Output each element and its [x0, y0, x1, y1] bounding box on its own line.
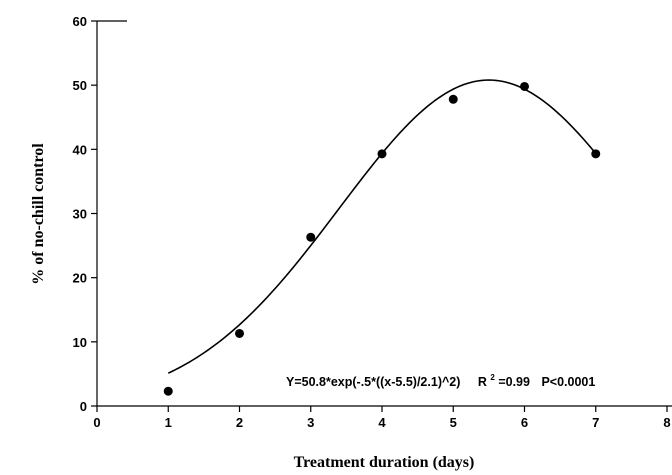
- y-tick-label: 0: [80, 399, 87, 414]
- x-tick-label: 7: [592, 415, 599, 430]
- r-squared-prefix: R: [478, 375, 487, 389]
- data-point: [235, 328, 244, 338]
- data-point: [591, 149, 601, 159]
- y-tick-label: 60: [73, 14, 87, 29]
- y-tick-label: 50: [73, 78, 87, 93]
- y-axis: 0 10 20 30 40 50 60: [73, 14, 127, 414]
- y-tick-label: 10: [73, 335, 87, 350]
- x-tick-label: 4: [378, 415, 386, 430]
- x-axis-title: Treatment duration (days): [294, 454, 475, 471]
- fit-equation: Y=50.8*exp(-.5*((x-5.5)/2.1)^2): [286, 375, 460, 389]
- y-tick-label: 40: [73, 142, 87, 157]
- fit-curve: [167, 79, 597, 374]
- x-tick-label: 6: [521, 415, 528, 430]
- r-squared-value: =0.99: [498, 375, 530, 389]
- y-axis-title: % of no-chill control: [30, 143, 47, 285]
- data-point: [306, 232, 316, 242]
- x-tick-label: 8: [663, 415, 670, 430]
- data-point: [163, 386, 173, 396]
- y-tick-label: 30: [73, 207, 87, 222]
- x-tick-label: 5: [450, 415, 457, 430]
- fit-annotation: Y=50.8*exp(-.5*((x-5.5)/2.1)^2) R 2 =0.9…: [286, 369, 595, 389]
- x-tick-label: 0: [93, 415, 100, 430]
- p-value: P<0.0001: [541, 375, 595, 389]
- r-squared-superscript: 2: [490, 373, 495, 382]
- x-tick-label: 1: [165, 415, 172, 430]
- x-tick-label: 2: [236, 415, 243, 430]
- x-axis: 0 1 2 3 4 5 6 7 8: [93, 405, 672, 430]
- data-point: [448, 94, 458, 104]
- y-tick-label: 20: [73, 271, 87, 286]
- data-point: [520, 81, 529, 91]
- data-point: [377, 149, 387, 159]
- plot-area: [163, 79, 601, 396]
- x-tick-label: 3: [307, 415, 314, 430]
